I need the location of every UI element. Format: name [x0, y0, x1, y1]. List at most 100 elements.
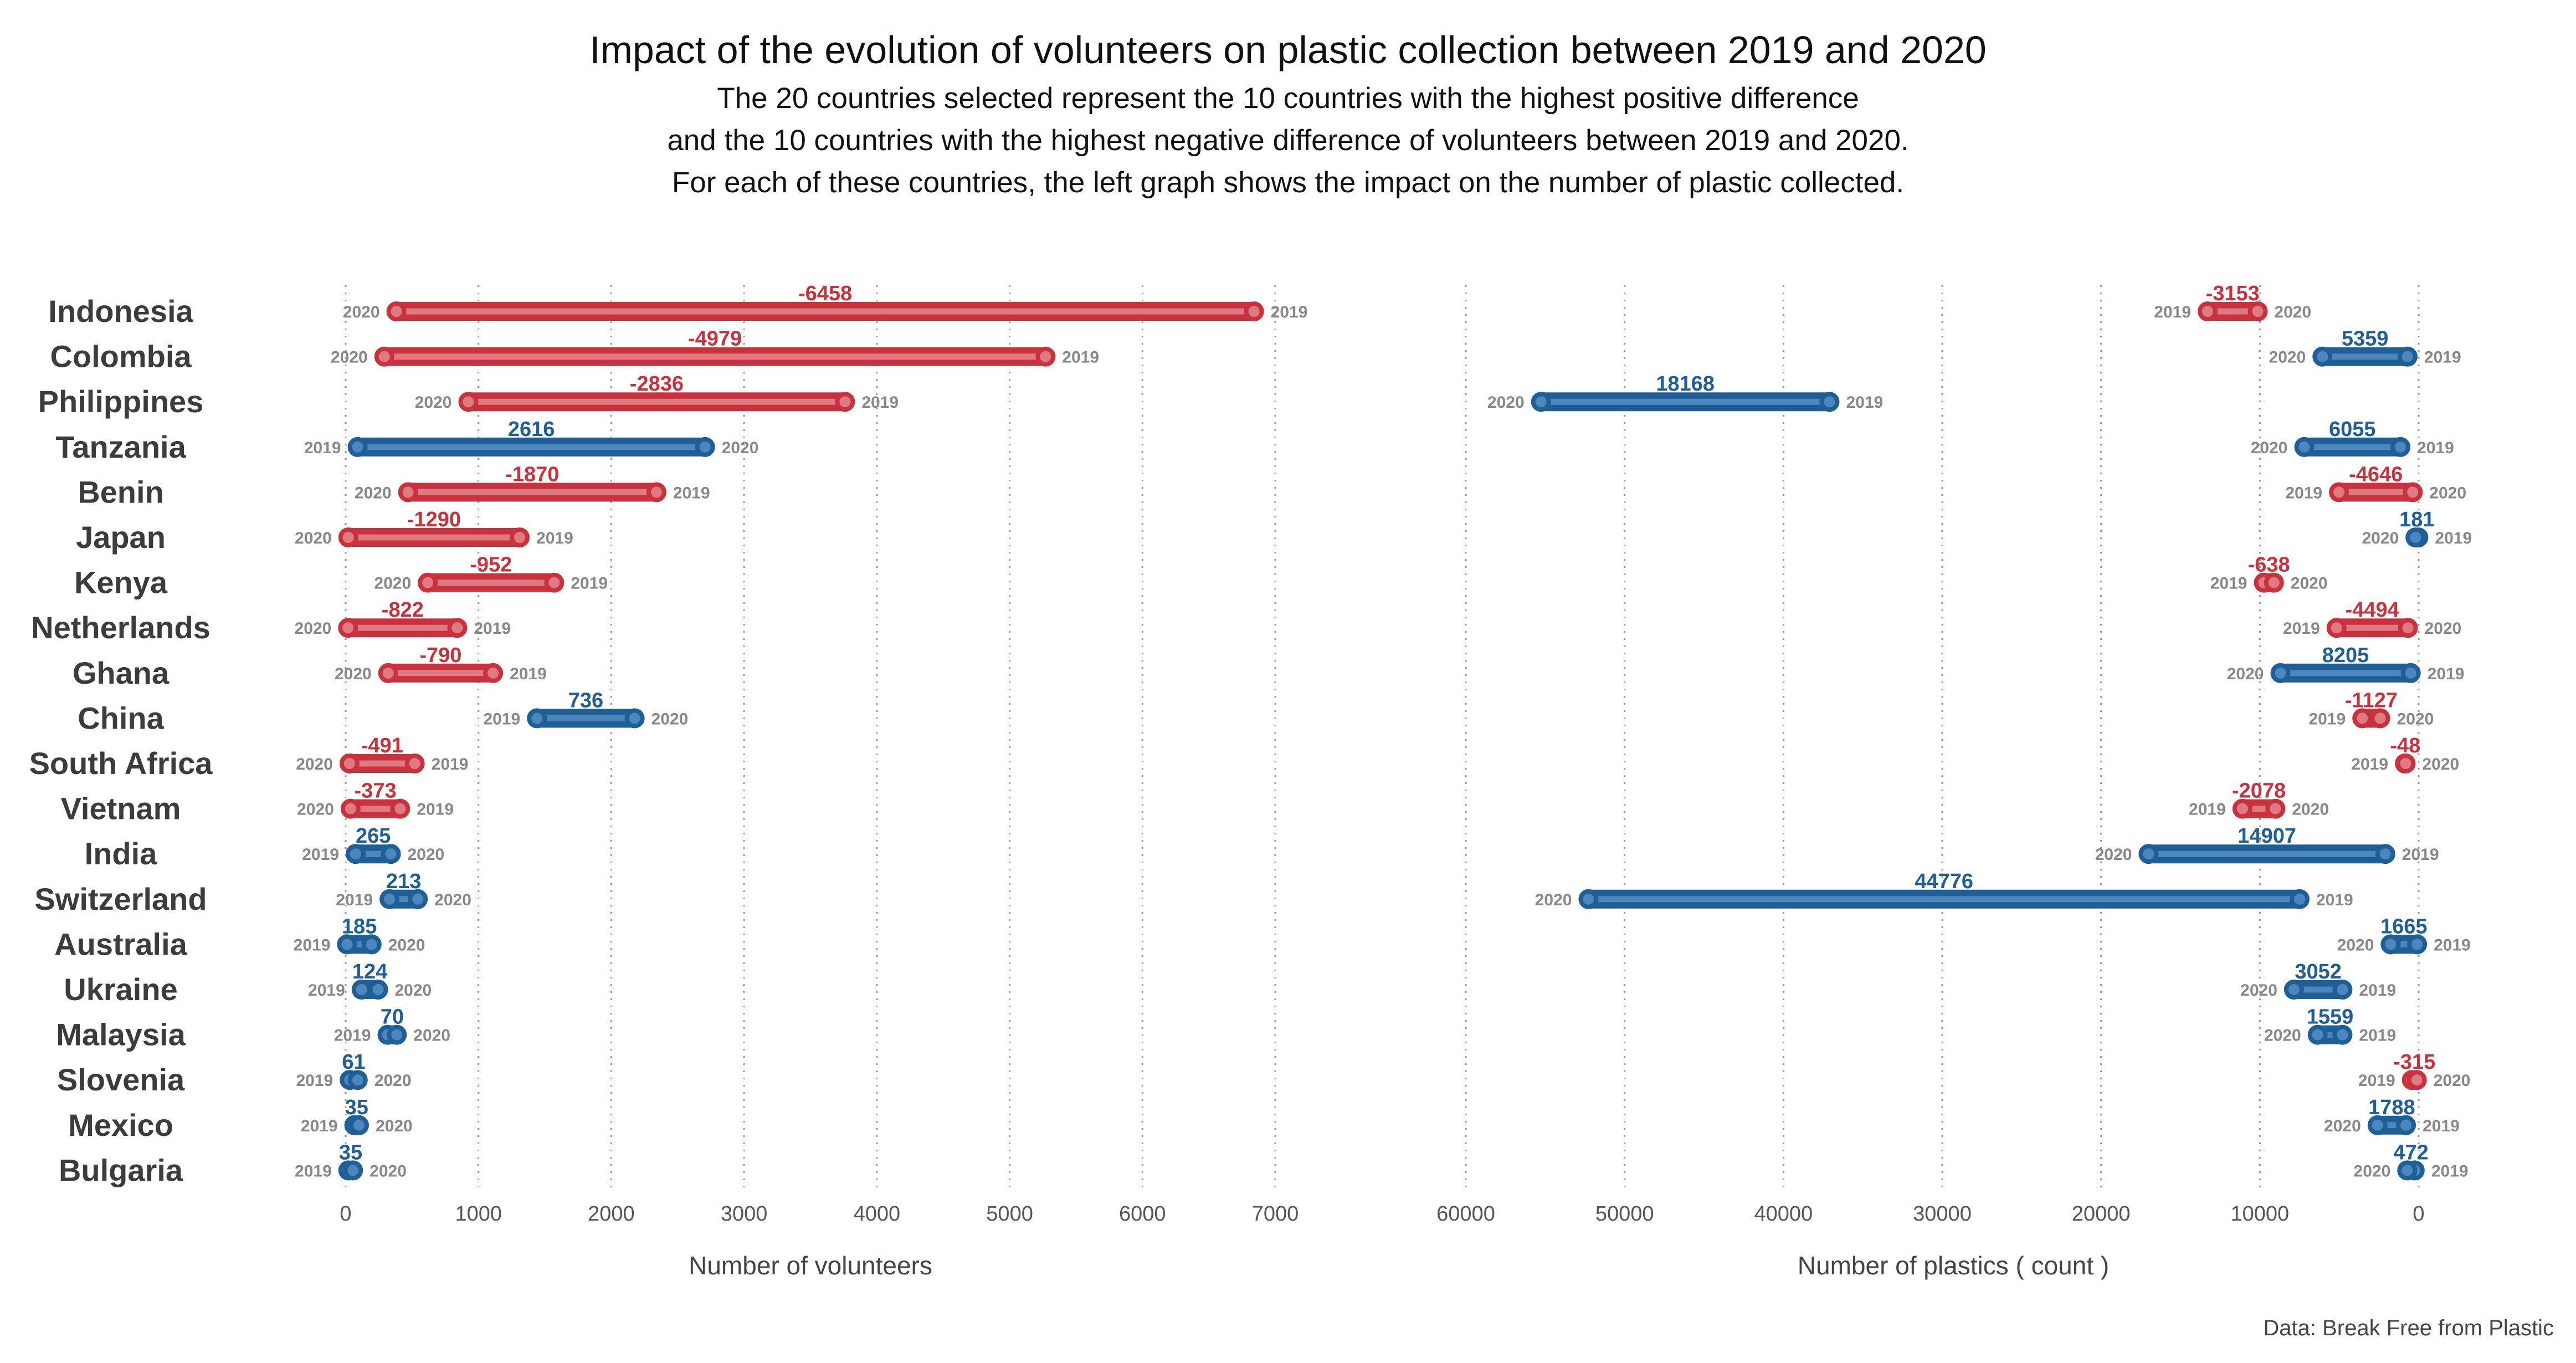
year-label: 2019: [483, 710, 520, 728]
year-label: 2019: [2434, 936, 2471, 954]
dumbbell-point: [378, 663, 398, 683]
year-label: 2020: [2291, 575, 2328, 593]
year-label: 2019: [2359, 981, 2396, 1000]
difference-label: -790: [419, 644, 461, 667]
dumbbell-point: [2307, 1024, 2328, 1045]
dumbbell-point: [2397, 1160, 2418, 1181]
difference-label: -491: [361, 734, 403, 757]
year-label: 2020: [2354, 1162, 2391, 1180]
dumbbell-point: [646, 482, 666, 503]
x-tick-label: 0: [2413, 1202, 2424, 1226]
country-label: Kenya: [74, 565, 168, 600]
year-label: 2020: [434, 891, 471, 909]
x-axis-title: Number of volunteers: [689, 1251, 932, 1280]
dumbbell-point: [340, 798, 361, 819]
dumbbell-point: [2405, 527, 2426, 547]
x-tick-label: 40000: [1754, 1202, 1813, 1226]
difference-label: 35: [345, 1096, 368, 1119]
dumbbell-layer: 2020 2019 -6458 2020 2019 -4979 2020 2019 -2836 2…: [294, 282, 2472, 1181]
grid-layer: [345, 285, 2420, 1191]
dumbbell-point: [510, 527, 530, 547]
year-label: 2020: [297, 801, 334, 819]
year-label: 2020: [722, 439, 759, 457]
year-label: 2019: [302, 846, 339, 864]
country-labels: Indonesia Colombia Philippines Tanzania Beni…: [29, 294, 213, 1187]
dumbbell-point: [2265, 798, 2286, 819]
country-label: Bulgaria: [59, 1152, 183, 1187]
year-label: 2019: [336, 891, 373, 909]
year-label: 2020: [2362, 529, 2399, 547]
difference-label: -2078: [2232, 780, 2286, 803]
country-label: Ghana: [73, 655, 170, 690]
year-label: 2020: [2324, 1117, 2361, 1135]
year-label: 2019: [2189, 801, 2226, 819]
dumbbell-point: [2407, 934, 2428, 955]
dumbbell-point: [338, 527, 358, 547]
x-tick-label: 4000: [854, 1202, 901, 1226]
dumbbell-point: [2294, 437, 2315, 457]
year-label: 2019: [673, 484, 710, 502]
difference-label: 1559: [2307, 1006, 2354, 1029]
x-tick-label: 60000: [1436, 1202, 1495, 1226]
difference-label: 44776: [1915, 870, 1973, 893]
dumbbell-point: [2400, 663, 2421, 683]
dumbbell-point: [2283, 980, 2304, 1000]
dumbbell-point: [387, 1024, 407, 1045]
dumbbell-point: [2398, 618, 2418, 638]
difference-label: 5359: [2342, 327, 2389, 351]
year-label: 2020: [296, 755, 333, 773]
dumbbell-point: [447, 618, 468, 638]
difference-label: 185: [342, 915, 377, 938]
year-label: 2020: [408, 846, 445, 864]
year-label: 2020: [355, 484, 392, 502]
difference-label: -1290: [407, 508, 461, 531]
difference-label: -952: [470, 554, 512, 577]
difference-label: -3153: [2206, 282, 2260, 305]
dumbbell-point: [2247, 301, 2268, 321]
dumbbell-point: [544, 572, 565, 593]
difference-label: -4646: [2349, 463, 2403, 486]
difference-label: 181: [2399, 508, 2434, 531]
year-label: 2019: [296, 1072, 333, 1090]
dumbbell-point: [2395, 754, 2416, 773]
difference-label: 2616: [508, 418, 555, 441]
country-label: Vietnam: [61, 791, 181, 826]
difference-label: 8205: [2322, 644, 2369, 667]
difference-label: 213: [386, 870, 421, 893]
year-label: 2020: [343, 303, 380, 321]
country-label: Switzerland: [34, 882, 207, 916]
axis-titles: Number of volunteers Number of plastics (…: [689, 1251, 2109, 1280]
dumbbell-point: [351, 980, 372, 1000]
year-label: 2020: [370, 1162, 407, 1180]
year-label: 2019: [1846, 393, 1883, 412]
year-label: 2020: [2429, 484, 2466, 502]
dumbbell-point: [2198, 301, 2218, 321]
year-label: 2019: [2351, 755, 2388, 773]
country-label: Australia: [54, 926, 187, 961]
year-label: 2020: [2274, 303, 2311, 321]
dumbbell-point: [458, 392, 479, 412]
country-label: Mexico: [68, 1108, 173, 1142]
year-label: 2019: [2423, 1117, 2460, 1135]
difference-label: 265: [356, 824, 391, 848]
dumbbell-point: [1244, 301, 1264, 321]
year-label: 2019: [474, 619, 511, 638]
year-label: 2019: [510, 665, 547, 683]
country-label: Slovenia: [57, 1062, 185, 1097]
dumbbell-point: [398, 482, 418, 503]
dumbbell-point: [343, 1160, 363, 1181]
difference-label: 6055: [2329, 418, 2376, 441]
dumbbell-point: [408, 889, 428, 909]
year-label: 2019: [2283, 619, 2320, 638]
dumbbell-point: [1531, 392, 1551, 412]
dumbbell-point: [2264, 572, 2284, 593]
country-label: Colombia: [50, 339, 192, 374]
dumbbell-point: [339, 754, 360, 773]
year-label: 2019: [304, 439, 341, 457]
year-label: 2020: [335, 665, 372, 683]
difference-label: 61: [342, 1051, 365, 1074]
difference-label: -638: [2248, 554, 2290, 577]
x-tick-label: 5000: [986, 1202, 1033, 1226]
year-label: 2020: [2227, 665, 2264, 683]
year-label: 2019: [2424, 349, 2461, 367]
